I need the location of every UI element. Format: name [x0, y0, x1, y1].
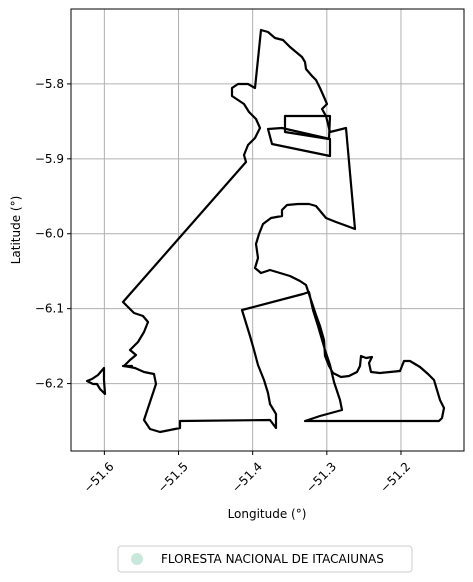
- x-tick-label: −51.6: [81, 459, 117, 495]
- legend: FLORESTA NACIONAL DE ITACAIUNAS: [117, 545, 413, 573]
- x-tick-label: −51.3: [303, 459, 339, 495]
- legend-box: [117, 545, 413, 573]
- plot-background: [71, 9, 464, 451]
- inner-rectangle-lower: [266, 126, 332, 158]
- legend-marker: [131, 553, 143, 565]
- grid-lines: [71, 9, 464, 451]
- x-axis-label: Longitude (°): [228, 507, 307, 521]
- x-tick-label: −51.2: [377, 459, 413, 495]
- y-tick-label: −5.9: [35, 152, 64, 166]
- legend-label: FLORESTA NACIONAL DE ITACAIUNAS: [161, 552, 384, 566]
- x-tick-label: −51.5: [155, 459, 191, 495]
- y-tick-label: −6.1: [35, 302, 64, 316]
- y-tick-label: −5.8: [35, 77, 64, 91]
- forest-boundary: [85, 28, 446, 434]
- plot-frame: [70, 8, 465, 452]
- plot-area: [71, 9, 464, 451]
- boundary-outline-west: [85, 366, 107, 396]
- y-tick-label: −6.2: [35, 377, 64, 391]
- x-tick-label: −51.4: [229, 459, 265, 495]
- boundary-outline-main: [121, 28, 446, 434]
- y-tick-label: −6.0: [35, 227, 64, 241]
- y-axis-label: Latitude (°): [9, 196, 23, 265]
